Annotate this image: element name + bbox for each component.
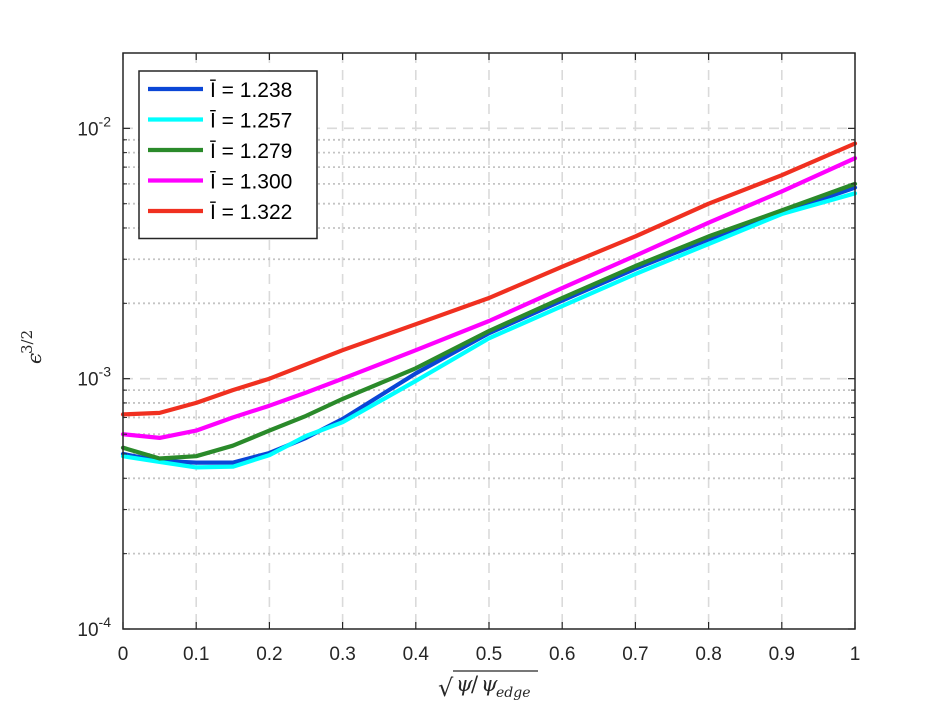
y-tick-label: 10-2	[77, 113, 111, 140]
y-tick-label-exponent: -3	[99, 364, 112, 380]
y-tick-label: 10-4	[77, 614, 111, 641]
series-line-3	[120, 181, 858, 461]
x-tick-label: 0.8	[695, 644, 721, 665]
x-tick-label: 0.9	[769, 644, 795, 665]
x-tick-label: 1	[850, 644, 861, 665]
x-tick-label: 0.1	[183, 644, 209, 665]
y-tick-label-exponent: -4	[99, 614, 112, 630]
y-tick-label-base: 10	[77, 119, 98, 140]
y-axis-label: ϵ 3/2	[18, 330, 46, 364]
x-tick-label: 0.4	[403, 644, 430, 665]
y-tick-label-base: 10	[77, 620, 98, 641]
data-series	[120, 141, 858, 470]
series-line-5	[120, 141, 858, 417]
ylabel-epsilon: ϵ	[22, 353, 46, 364]
legend: Ī = 1.238 Ī = 1.257 Ī = 1.279 Ī = 1.300 Ī = …	[138, 70, 318, 240]
series-line-4	[120, 156, 858, 440]
x-tick-label: 0	[118, 644, 129, 665]
x-tick-label: 0.5	[476, 644, 502, 665]
y-tick-label-base: 10	[77, 370, 98, 391]
axis-ticks: 0 0.1 0.2 0.3 0.4 0.5 0.6 0.7 0.8 0.9 110-410-310-…	[77, 53, 860, 665]
legend-label-3: Ī = 1.279	[210, 140, 292, 163]
x-tick-label: 0.7	[622, 644, 648, 665]
y-tick-label: 10-3	[77, 364, 111, 391]
legend-label-1: Ī = 1.238	[210, 79, 292, 102]
series-line-2	[120, 191, 858, 470]
series-line-1	[120, 185, 858, 465]
xlabel-slash: /	[471, 672, 479, 696]
legend-label-5: Ī = 1.322	[210, 201, 292, 224]
x-tick-label: 0.3	[329, 644, 355, 665]
ylabel-exponent: 3/2	[18, 330, 36, 354]
x-tick-label: 0.2	[256, 644, 282, 665]
xlabel-psi-edge: ψ	[481, 672, 498, 696]
legend-label-2: Ī = 1.257	[210, 110, 292, 133]
y-tick-label-exponent: -2	[99, 113, 112, 129]
legend-label-4: Ī = 1.300	[210, 171, 292, 194]
xlabel-subscript-edge: edge	[496, 685, 531, 701]
x-tick-label: 0.6	[549, 644, 575, 665]
xlabel-sqrt-sign: √	[438, 674, 454, 702]
grid-lines	[123, 53, 855, 629]
xlabel-psi: ψ	[456, 672, 473, 696]
x-axis-label: √ ψ / ψ edge	[438, 672, 531, 702]
